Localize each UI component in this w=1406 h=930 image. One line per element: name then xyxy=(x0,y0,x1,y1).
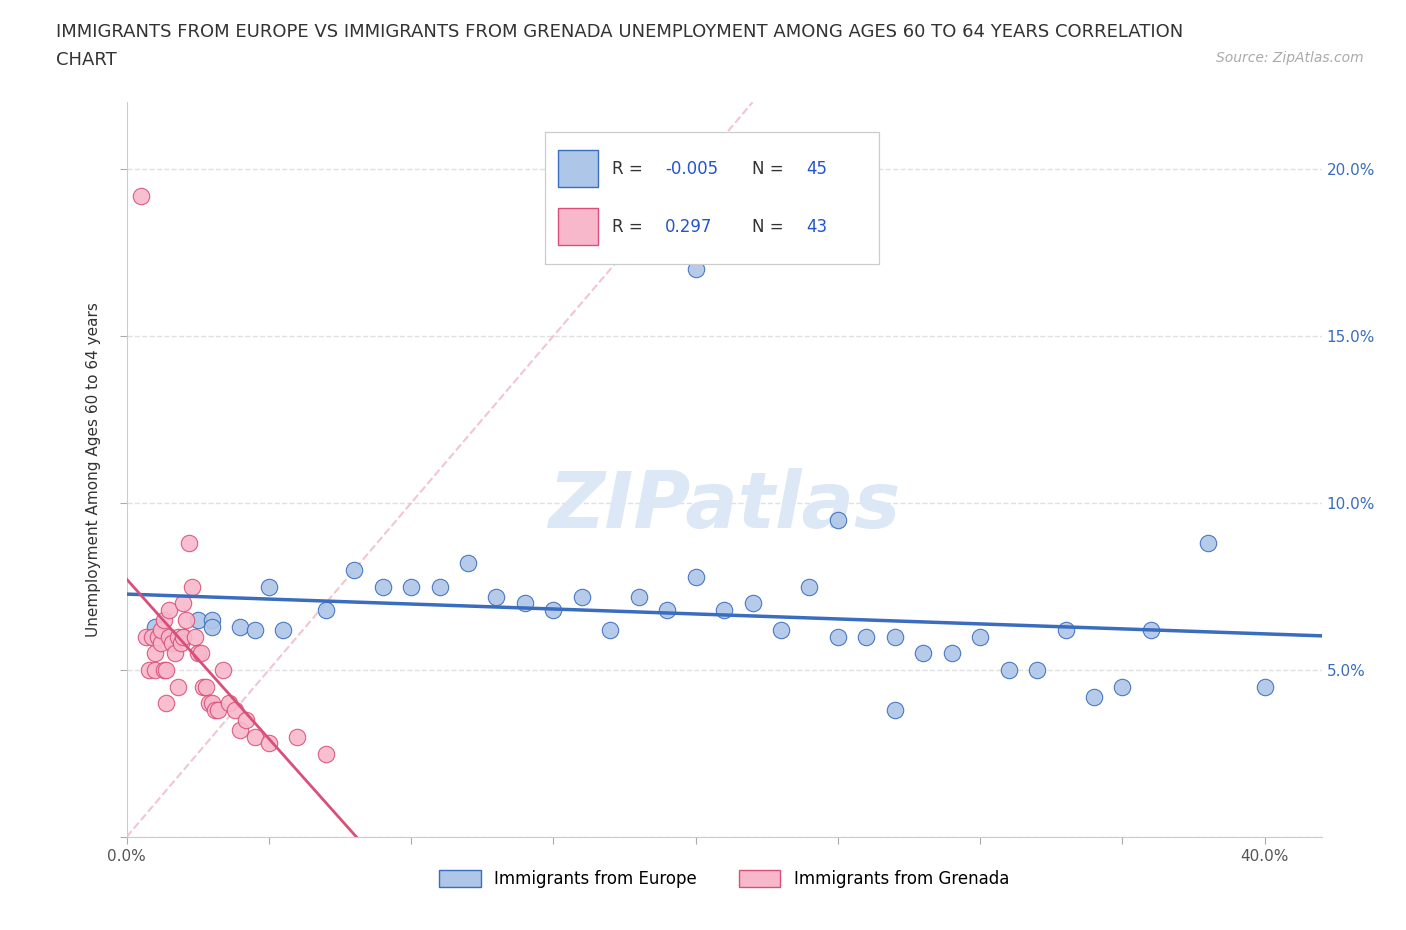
Point xyxy=(163,646,186,661)
Point xyxy=(243,622,266,637)
Point xyxy=(129,189,152,204)
Point xyxy=(224,703,246,718)
Point xyxy=(229,619,252,634)
Point xyxy=(160,636,183,651)
Point xyxy=(1026,662,1049,677)
Point xyxy=(143,646,166,661)
Point xyxy=(229,723,252,737)
Point xyxy=(799,579,821,594)
Point xyxy=(827,630,849,644)
Point xyxy=(143,619,166,634)
Point xyxy=(172,630,194,644)
Point xyxy=(146,630,169,644)
Point xyxy=(195,679,218,694)
Text: ZIPatlas: ZIPatlas xyxy=(548,469,900,544)
Point xyxy=(429,579,451,594)
Point xyxy=(187,613,209,628)
Text: Source: ZipAtlas.com: Source: ZipAtlas.com xyxy=(1216,51,1364,65)
Point xyxy=(883,630,905,644)
Point xyxy=(399,579,422,594)
Text: IMMIGRANTS FROM EUROPE VS IMMIGRANTS FROM GRENADA UNEMPLOYMENT AMONG AGES 60 TO : IMMIGRANTS FROM EUROPE VS IMMIGRANTS FRO… xyxy=(56,23,1184,41)
Point xyxy=(271,622,294,637)
Point xyxy=(181,579,204,594)
Point xyxy=(190,646,212,661)
Point xyxy=(174,613,197,628)
Point xyxy=(166,679,188,694)
Point xyxy=(172,596,194,611)
Point xyxy=(315,746,337,761)
Point xyxy=(243,729,266,744)
Point xyxy=(657,603,679,618)
Point xyxy=(204,703,226,718)
Point xyxy=(912,646,935,661)
Point xyxy=(257,736,280,751)
Point xyxy=(157,630,180,644)
Point xyxy=(166,630,188,644)
Point xyxy=(218,696,240,711)
Point xyxy=(207,703,229,718)
Point xyxy=(187,646,209,661)
Point xyxy=(371,579,394,594)
Point xyxy=(157,630,180,644)
Text: CHART: CHART xyxy=(56,51,117,69)
Point xyxy=(997,662,1019,677)
Point xyxy=(769,622,792,637)
Point xyxy=(685,569,707,584)
Point xyxy=(883,703,905,718)
Point xyxy=(157,603,180,618)
Point xyxy=(827,512,849,527)
Point xyxy=(152,613,174,628)
Point xyxy=(485,589,508,604)
Point xyxy=(741,596,763,611)
Point xyxy=(135,630,157,644)
Point xyxy=(1111,679,1133,694)
Point xyxy=(343,563,366,578)
Point xyxy=(201,619,224,634)
Point xyxy=(212,662,235,677)
Point xyxy=(193,679,215,694)
Point xyxy=(969,630,991,644)
Y-axis label: Unemployment Among Ages 60 to 64 years: Unemployment Among Ages 60 to 64 years xyxy=(86,302,101,637)
Legend: Immigrants from Europe, Immigrants from Grenada: Immigrants from Europe, Immigrants from … xyxy=(433,863,1015,895)
Point xyxy=(1254,679,1277,694)
Point xyxy=(571,589,593,604)
Point xyxy=(143,662,166,677)
Point xyxy=(315,603,337,618)
Point xyxy=(155,696,177,711)
Point xyxy=(285,729,308,744)
Point xyxy=(457,556,479,571)
Point xyxy=(198,696,221,711)
Point xyxy=(513,596,536,611)
Point xyxy=(1083,689,1105,704)
Point xyxy=(172,630,194,644)
Point xyxy=(627,589,650,604)
Point xyxy=(155,662,177,677)
Point xyxy=(1140,622,1163,637)
Point xyxy=(1054,622,1077,637)
Point xyxy=(201,696,224,711)
Point xyxy=(152,662,174,677)
Point xyxy=(257,579,280,594)
Point xyxy=(1197,536,1219,551)
Point xyxy=(713,603,735,618)
Point xyxy=(235,712,257,727)
Point xyxy=(855,630,877,644)
Point xyxy=(141,630,163,644)
Point xyxy=(169,636,191,651)
Point xyxy=(599,622,621,637)
Point xyxy=(543,603,565,618)
Point xyxy=(201,613,224,628)
Point xyxy=(941,646,963,661)
Point xyxy=(149,622,172,637)
Point xyxy=(149,636,172,651)
Point xyxy=(179,536,201,551)
Point xyxy=(685,262,707,277)
Point xyxy=(138,662,160,677)
Point xyxy=(184,630,207,644)
